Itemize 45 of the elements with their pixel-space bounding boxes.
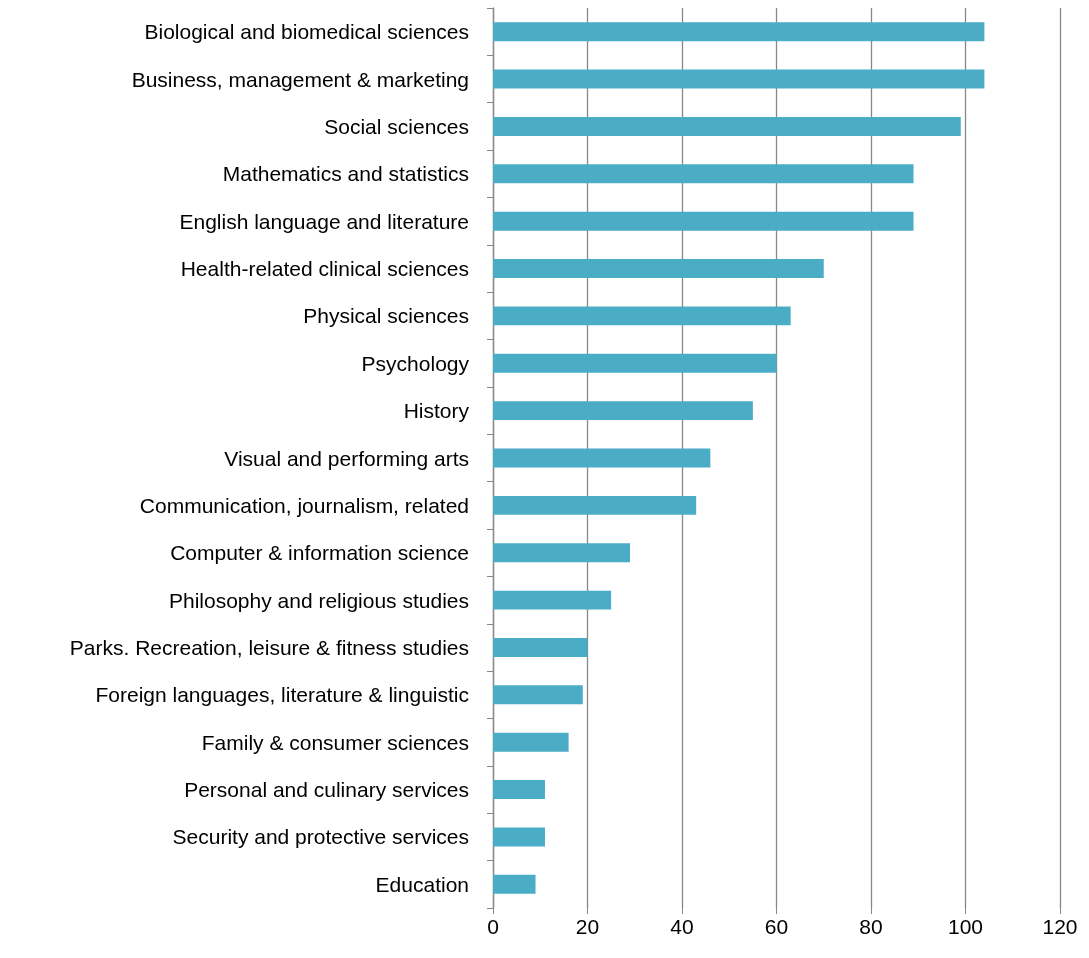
bar bbox=[493, 685, 583, 705]
bar bbox=[493, 116, 961, 136]
bar bbox=[493, 590, 612, 610]
y-tick-label: Security and protective services bbox=[172, 825, 469, 849]
y-tick-label: Personal and culinary services bbox=[184, 778, 469, 802]
bar bbox=[493, 732, 569, 752]
y-tick-label: Family & consumer sciences bbox=[201, 730, 469, 754]
bar bbox=[493, 353, 777, 373]
y-tick-label: Psychology bbox=[361, 351, 470, 375]
y-tick-label: Communication, journalism, related bbox=[139, 493, 469, 517]
x-tick-label: 60 bbox=[764, 915, 789, 938]
bar bbox=[493, 638, 588, 657]
y-tick-label: Physical sciences bbox=[303, 304, 469, 328]
bar bbox=[493, 164, 914, 184]
x-tick-label: 100 bbox=[947, 915, 984, 938]
y-tick-label: Mathematics and statistics bbox=[222, 162, 469, 186]
y-tick-label: Education bbox=[375, 872, 469, 896]
bar bbox=[493, 401, 753, 421]
y-tick-label: Visual and performing arts bbox=[224, 446, 469, 470]
bar bbox=[493, 22, 985, 42]
x-tick-label: 20 bbox=[575, 915, 600, 938]
bar bbox=[493, 259, 824, 278]
bar bbox=[493, 543, 631, 563]
y-tick-label: Foreign languages, literature & linguistic bbox=[95, 683, 469, 707]
bar bbox=[493, 827, 545, 847]
y-tick-label: Business, management & marketing bbox=[131, 67, 469, 91]
x-tick-label: 40 bbox=[670, 915, 694, 938]
y-tick-label: Parks. Recreation, leisure & fitness studies bbox=[69, 635, 469, 659]
bar bbox=[493, 211, 914, 231]
y-tick-label: Social sciences bbox=[324, 114, 469, 138]
bar bbox=[493, 306, 791, 326]
x-tick-label: 120 bbox=[1042, 915, 1078, 938]
y-tick-label: Biological and biomedical sciences bbox=[144, 20, 469, 44]
x-tick-label: 0 bbox=[487, 915, 499, 938]
bar bbox=[493, 448, 711, 468]
bar bbox=[493, 874, 536, 894]
y-tick-label: English language and literature bbox=[179, 209, 469, 233]
bar bbox=[493, 69, 985, 89]
y-tick-label: History bbox=[403, 399, 470, 423]
y-tick-label: Health-related clinical sciences bbox=[180, 257, 469, 281]
y-tick-label: Computer & information science bbox=[170, 541, 469, 565]
bar bbox=[493, 780, 545, 800]
y-tick-label: Philosophy and religious studies bbox=[168, 588, 469, 612]
bar bbox=[493, 495, 697, 515]
x-tick-label: 80 bbox=[859, 915, 883, 938]
